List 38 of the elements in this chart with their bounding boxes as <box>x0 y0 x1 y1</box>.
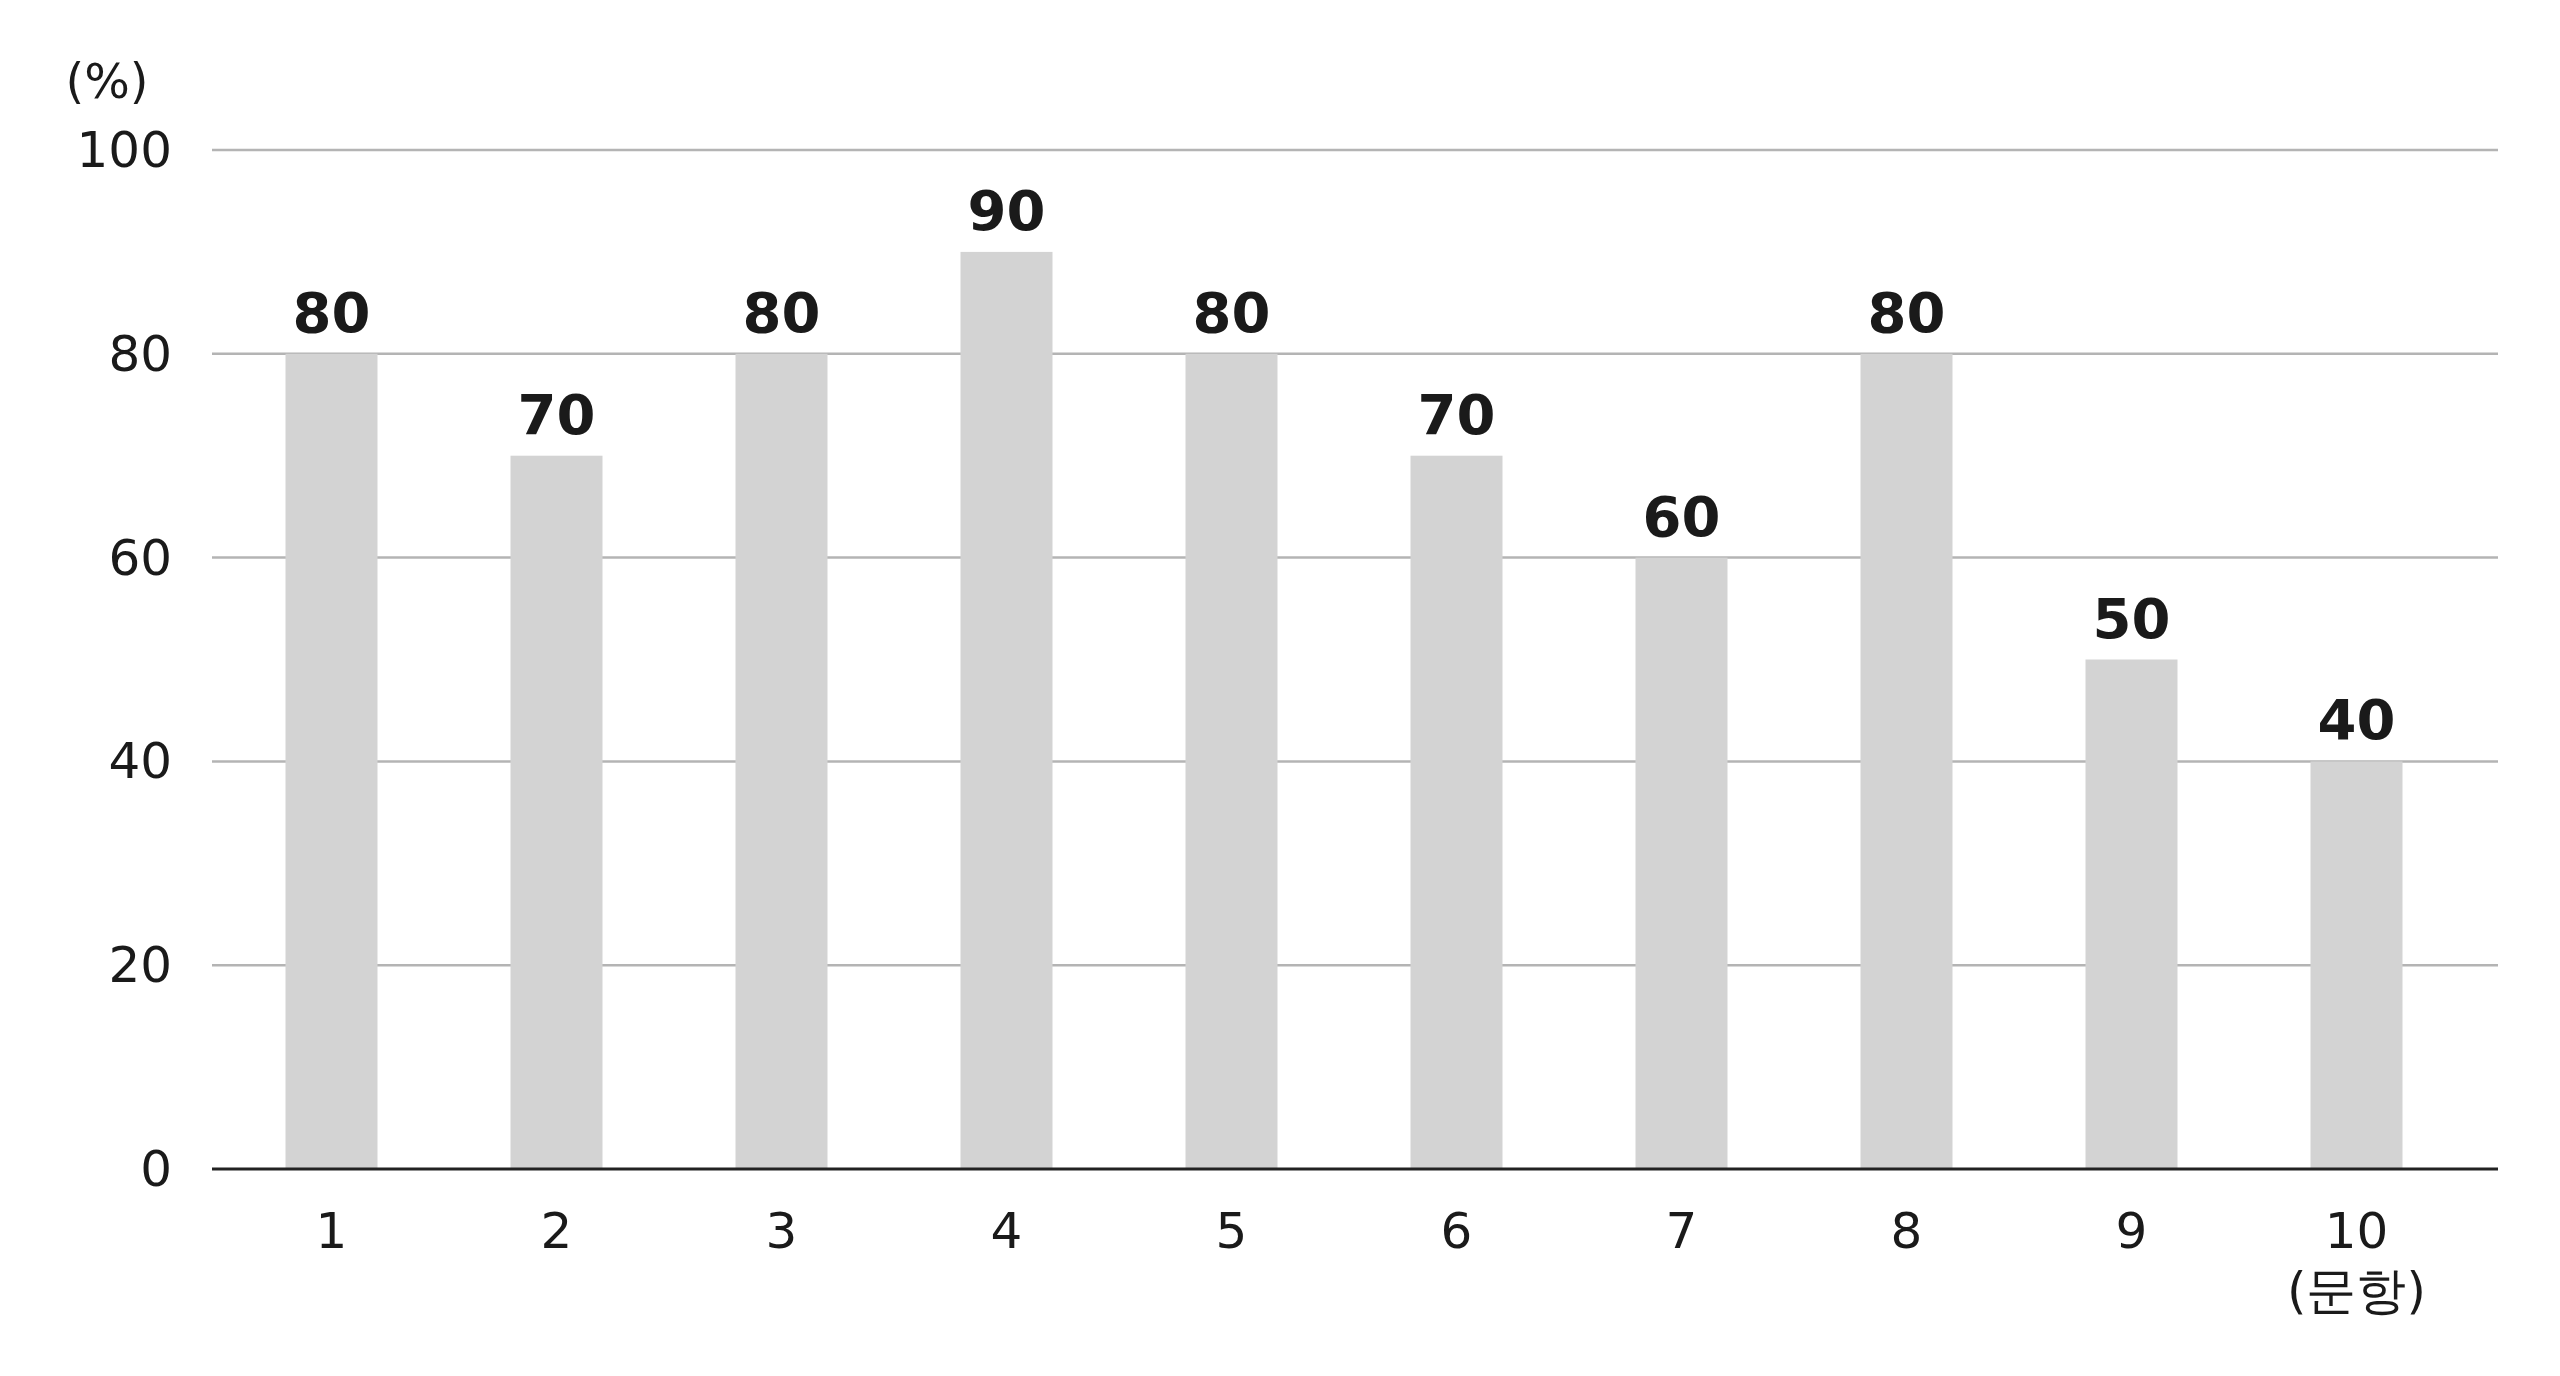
data-label: 80 <box>292 279 371 345</box>
data-label: 50 <box>2092 585 2171 651</box>
bar <box>2085 659 2178 1169</box>
x-tick-label: 8 <box>1890 1202 1923 1260</box>
y-tick-label: 80 <box>108 324 172 383</box>
y-tick-label: 0 <box>140 1140 172 1198</box>
x-tick-label: 6 <box>1440 1202 1473 1260</box>
x-tick-label: 5 <box>1215 1202 1248 1260</box>
y-tick-label: 100 <box>76 121 172 179</box>
x-tick-label: 9 <box>2115 1202 2148 1260</box>
data-label: 40 <box>2317 687 2396 753</box>
y-axis-title: (%) <box>65 53 149 109</box>
y-tick-label: 60 <box>108 528 172 587</box>
data-label: 80 <box>742 279 821 345</box>
bar <box>1860 353 1953 1169</box>
data-label: 70 <box>1417 381 1496 447</box>
x-tick-label: 1 <box>315 1202 348 1260</box>
x-axis-title: (문항) <box>2286 1262 2427 1320</box>
data-label: 80 <box>1867 279 1946 345</box>
bar <box>735 353 828 1169</box>
data-label: 90 <box>967 177 1046 243</box>
data-label: 80 <box>1192 279 1271 345</box>
x-tick-label: 3 <box>765 1202 798 1260</box>
bar <box>1185 353 1278 1169</box>
x-tick-label: 10 <box>2324 1202 2389 1260</box>
bar <box>1410 455 1503 1169</box>
data-label: 60 <box>1642 483 1721 549</box>
x-tick-label: 7 <box>1665 1202 1698 1260</box>
bar <box>1635 557 1728 1169</box>
data-label: 70 <box>517 381 596 447</box>
bar <box>2310 761 2403 1169</box>
y-tick-label: 40 <box>108 732 172 791</box>
y-tick-label: 20 <box>108 936 172 995</box>
bar <box>960 251 1053 1169</box>
x-tick-label: 4 <box>990 1202 1023 1260</box>
x-tick-label: 2 <box>540 1202 573 1260</box>
bar <box>285 353 378 1169</box>
bar <box>510 455 603 1169</box>
